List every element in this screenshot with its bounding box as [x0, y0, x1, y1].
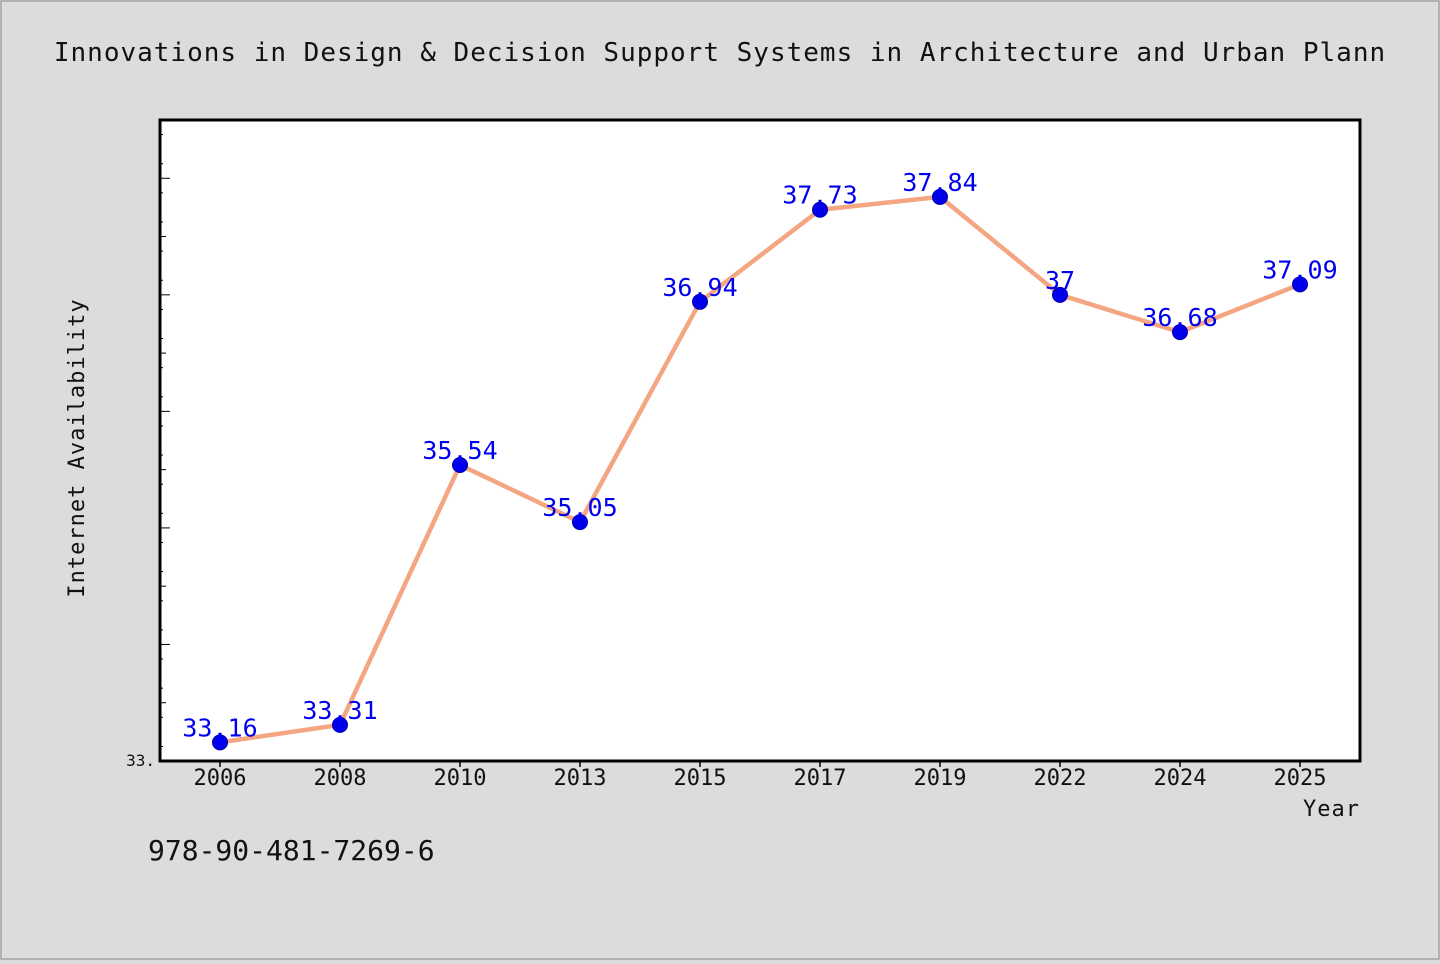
data-label: 36.94	[662, 273, 737, 302]
data-label: 33.31	[302, 696, 377, 725]
data-point	[1292, 276, 1308, 293]
data-label: 36.68	[1142, 303, 1217, 332]
data-point	[212, 734, 228, 751]
x-tick-label: 2017	[794, 766, 847, 791]
data-point	[572, 514, 588, 531]
data-labels: 33.16 33.31 35.54 35.05 36.94 37.73 37.84 37 36.…	[182, 168, 1337, 742]
y-axis-ticks	[160, 119, 170, 762]
data-label: 37.73	[782, 181, 857, 210]
data-point	[932, 188, 948, 205]
x-axis-label: Year	[1303, 797, 1360, 822]
data-label: 35.54	[422, 436, 497, 465]
x-tick-label: 2025	[1274, 766, 1327, 791]
chart-title: Innovations in Design & Decision Support…	[54, 38, 1386, 68]
x-axis-tick-labels: 2006 2008 2010 2013 2015 2017 2019 2022 2024 2025	[194, 766, 1327, 791]
x-tick-label: 2006	[194, 766, 247, 791]
data-point	[332, 716, 348, 733]
x-tick-label: 2019	[914, 766, 967, 791]
data-point	[452, 456, 468, 473]
plot-area	[158, 118, 1362, 763]
y-tick-label-min: 33.	[126, 751, 155, 770]
x-tick-label: 2022	[1034, 766, 1087, 791]
data-point	[1052, 286, 1068, 303]
series-line	[217, 194, 1303, 745]
x-tick-label: 2010	[434, 766, 487, 791]
data-label: 37	[1045, 266, 1075, 295]
data-point	[1172, 324, 1188, 341]
x-tick-label: 2008	[314, 766, 367, 791]
data-label: 37.84	[902, 168, 977, 197]
x-tick-label: 2015	[674, 766, 727, 791]
isbn-footer: 978-90-481-7269-6	[148, 834, 435, 867]
data-label: 37.09	[1262, 255, 1337, 284]
data-label: 33.16	[182, 713, 257, 742]
y-axis-label: Internet Availability	[65, 298, 90, 597]
data-point	[812, 201, 828, 218]
x-axis-ticks	[219, 761, 1301, 767]
series-internet-availability	[212, 188, 1308, 751]
data-label: 35.05	[542, 493, 617, 522]
x-tick-label: 2024	[1154, 766, 1207, 791]
data-point	[692, 293, 708, 310]
x-tick-label: 2013	[554, 766, 607, 791]
